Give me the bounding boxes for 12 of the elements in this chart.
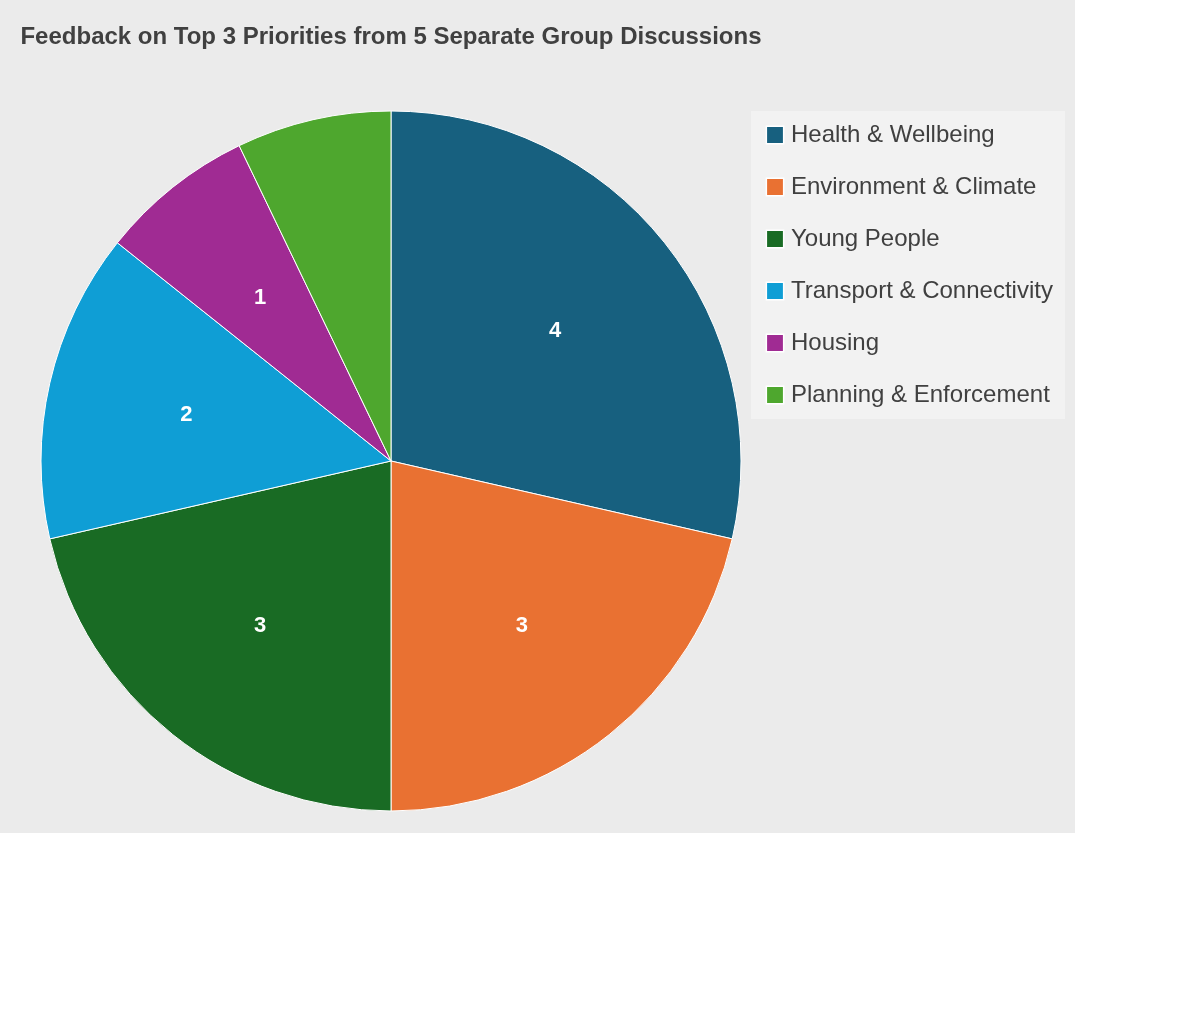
legend-label: Environment & Climate [791, 172, 1037, 199]
data-label: 2 [180, 401, 193, 427]
data-label: 3 [253, 612, 267, 638]
legend-label: Transport & Connectivity [791, 276, 1053, 303]
chart-title: Feedback on Top 3 Priorities from 5 Separate Group Discussions [20, 22, 762, 49]
legend-label: Young People [791, 224, 940, 251]
data-label: 1 [253, 283, 267, 309]
legend-label: Health & Wellbeing [791, 120, 995, 147]
legend-label: Housing [791, 328, 880, 355]
data-label: 3 [515, 612, 529, 638]
data-label: 4 [549, 317, 563, 343]
legend-label: Planning & Enforcement [791, 380, 1051, 407]
